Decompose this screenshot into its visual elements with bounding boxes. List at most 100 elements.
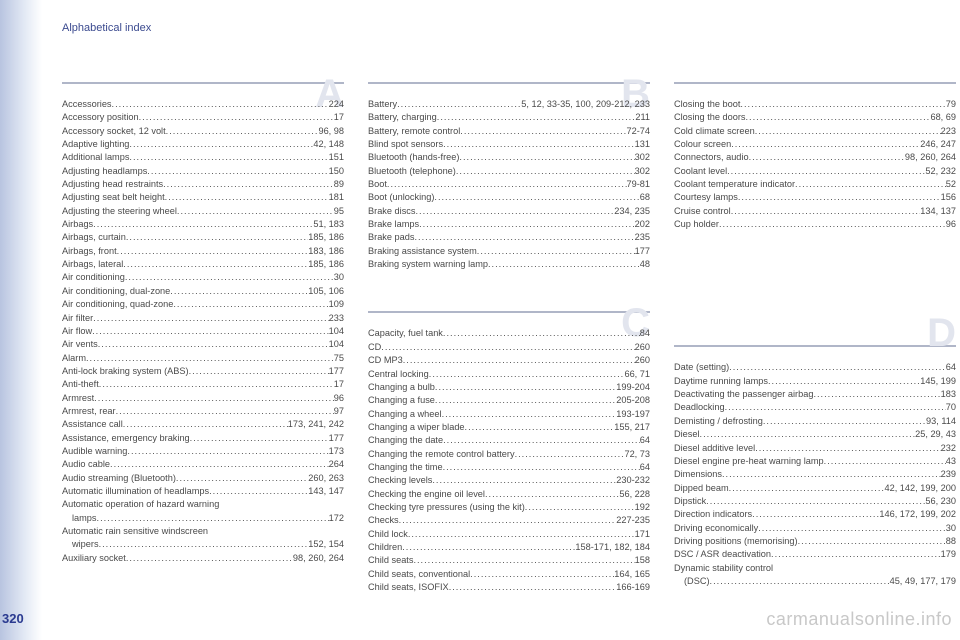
entry-dots bbox=[738, 191, 941, 204]
entry-dots bbox=[414, 231, 634, 244]
entry-dots bbox=[402, 541, 575, 554]
entry-dots bbox=[525, 501, 635, 514]
entry-label: Closing the boot bbox=[674, 98, 740, 111]
entry-label: Adjusting the steering wheel bbox=[62, 205, 177, 218]
section-C: C Capacity, fuel tank 84CD 260CD MP3 260… bbox=[368, 311, 650, 594]
entry-label: Anti-theft bbox=[62, 378, 99, 391]
entry-dots bbox=[477, 245, 635, 258]
entry-dots bbox=[209, 485, 308, 498]
entry-label: Boot (unlocking) bbox=[368, 191, 434, 204]
entry-page: 199-204 bbox=[616, 381, 650, 394]
entry-page: 25, 29, 43 bbox=[915, 428, 956, 441]
index-entry: Braking system warning lamp 48 bbox=[368, 258, 650, 271]
entry-page: 98, 260, 264 bbox=[905, 151, 956, 164]
entry-page: 260 bbox=[635, 341, 650, 354]
entry-dots bbox=[443, 327, 640, 340]
entry-page: 171 bbox=[635, 528, 650, 541]
index-entry: Assistance call 173, 241, 242 bbox=[62, 418, 344, 431]
entry-label: CD bbox=[368, 341, 381, 354]
entry-dots bbox=[86, 352, 334, 365]
entry-label: Brake pads bbox=[368, 231, 414, 244]
entry-page: 104 bbox=[329, 338, 344, 351]
entry-label: Changing the remote control battery bbox=[368, 448, 515, 461]
index-entry: Alarm 75 bbox=[62, 352, 344, 365]
index-entry: Braking assistance system 177 bbox=[368, 245, 650, 258]
entry-page: 227-235 bbox=[616, 514, 650, 527]
entry-label: Cold climate screen bbox=[674, 125, 755, 138]
entry-label: Cup holder bbox=[674, 218, 719, 231]
entry-dots bbox=[729, 361, 946, 374]
entry-label: Child seats, ISOFIX bbox=[368, 581, 449, 594]
index-entry: CD 260 bbox=[368, 341, 650, 354]
entry-label: Automatic rain sensitive windscreen bbox=[62, 525, 208, 538]
column-3: Closing the boot 79Closing the doors 68,… bbox=[674, 58, 956, 594]
index-entry: lamps 172 bbox=[62, 512, 344, 525]
entry-page: 179 bbox=[941, 548, 956, 561]
entry-page: 30 bbox=[946, 522, 956, 535]
entry-page: 42, 148 bbox=[313, 138, 344, 151]
entry-label: (DSC) bbox=[674, 575, 710, 588]
entry-dots bbox=[813, 388, 940, 401]
entry-page: 66, 71 bbox=[624, 368, 650, 381]
entry-label: Boot bbox=[368, 178, 387, 191]
index-entry: Air conditioning, dual-zone 105, 106 bbox=[62, 285, 344, 298]
entry-label: Capacity, fuel tank bbox=[368, 327, 443, 340]
index-entry: Diesel engine pre-heat warning lamp 43 bbox=[674, 455, 956, 468]
entry-label: Air filter bbox=[62, 312, 93, 325]
entry-dots bbox=[798, 535, 946, 548]
index-entry: Boot (unlocking) 68 bbox=[368, 191, 650, 204]
entry-label: Adaptive lighting bbox=[62, 138, 129, 151]
entry-dots bbox=[443, 138, 635, 151]
entry-page: 79-81 bbox=[627, 178, 651, 191]
entry-label: Direction indicators bbox=[674, 508, 752, 521]
entry-dots bbox=[470, 568, 614, 581]
entry-page: 131 bbox=[635, 138, 650, 151]
index-entry: Children 158-171, 182, 184 bbox=[368, 541, 650, 554]
rule bbox=[674, 345, 956, 347]
entry-label: CD MP3 bbox=[368, 354, 403, 367]
rule bbox=[368, 311, 650, 313]
index-entry: Changing the date 64 bbox=[368, 434, 650, 447]
entry-dots bbox=[177, 205, 334, 218]
index-entry: Audio streaming (Bluetooth) 260, 263 bbox=[62, 472, 344, 485]
entry-dots bbox=[771, 548, 941, 561]
entry-dots bbox=[92, 325, 329, 338]
entry-label: Airbags, curtain bbox=[62, 231, 126, 244]
entry-dots bbox=[413, 554, 634, 567]
entry-dots bbox=[166, 125, 319, 138]
entry-dots bbox=[173, 298, 328, 311]
entry-dots bbox=[429, 368, 625, 381]
entry-label: Children bbox=[368, 541, 402, 554]
entry-dots bbox=[403, 354, 635, 367]
entry-page: 232 bbox=[941, 442, 956, 455]
entry-label: Deadlocking bbox=[674, 401, 725, 414]
entry-page: 146, 172, 199, 202 bbox=[879, 508, 956, 521]
entry-dots bbox=[795, 178, 946, 191]
entry-label: Deactivating the passenger airbag bbox=[674, 388, 813, 401]
index-entry: Checks 227-235 bbox=[368, 514, 650, 527]
entry-page: 177 bbox=[635, 245, 650, 258]
entry-label: Changing the date bbox=[368, 434, 443, 447]
entry-page: 164, 165 bbox=[614, 568, 650, 581]
index-entry: Additional lamps 151 bbox=[62, 151, 344, 164]
entry-dots bbox=[98, 338, 329, 351]
index-entry: Checking the engine oil level 56, 228 bbox=[368, 488, 650, 501]
index-entry: Changing the time 64 bbox=[368, 461, 650, 474]
index-entry: Bluetooth (hands-free) 302 bbox=[368, 151, 650, 164]
index-entry: Closing the doors 68, 69 bbox=[674, 111, 956, 124]
entry-page: 56, 228 bbox=[619, 488, 650, 501]
index-entry: Brake discs 234, 235 bbox=[368, 205, 650, 218]
entry-label: Dipstick bbox=[674, 495, 706, 508]
entry-dots bbox=[126, 552, 293, 565]
entry-dots bbox=[125, 271, 334, 284]
entry-label: Connectors, audio bbox=[674, 151, 749, 164]
index-entry: Assistance, emergency braking 177 bbox=[62, 432, 344, 445]
entry-dots bbox=[443, 461, 640, 474]
entry-label: Diesel additive level bbox=[674, 442, 755, 455]
entry-page: 17 bbox=[334, 378, 344, 391]
entry-dots bbox=[449, 581, 617, 594]
entry-page: 158 bbox=[635, 554, 650, 567]
entry-page: 177 bbox=[329, 432, 344, 445]
entry-page: 97 bbox=[334, 405, 344, 418]
entry-page: 95 bbox=[334, 205, 344, 218]
